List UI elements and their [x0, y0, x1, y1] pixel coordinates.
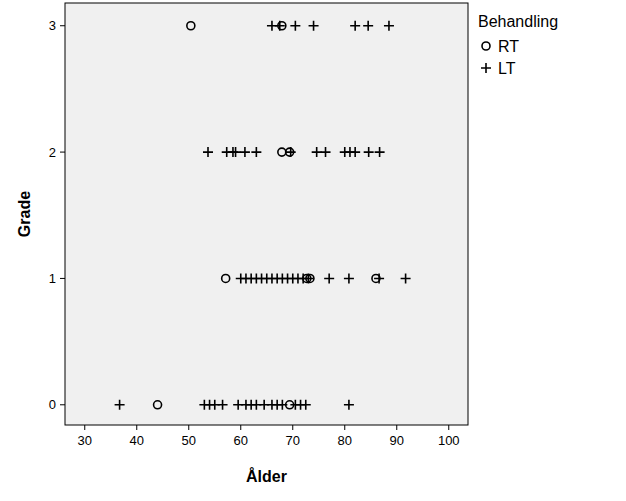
points: [115, 21, 411, 410]
point: [278, 148, 286, 156]
x-tick: [344, 425, 345, 430]
y-tick-label: 2: [49, 145, 56, 160]
point: [321, 147, 331, 157]
point: [115, 400, 125, 410]
x-tick-label: 30: [78, 433, 92, 448]
x-tick-label: 90: [390, 433, 404, 448]
point: [375, 147, 385, 157]
x-tick-label: 60: [234, 433, 248, 448]
x-tick-label: 80: [338, 433, 352, 448]
x-tick: [396, 425, 397, 430]
plot-background: [65, 3, 468, 425]
point: [384, 21, 394, 31]
point: [203, 147, 213, 157]
point: [290, 21, 300, 31]
point: [324, 273, 334, 283]
point: [251, 147, 261, 157]
x-tick: [136, 425, 137, 430]
point: [301, 400, 311, 410]
legend-marker: [481, 63, 491, 73]
y-tick: [60, 404, 65, 405]
point: [350, 147, 360, 157]
x-tick-label: 100: [438, 433, 460, 448]
point: [303, 273, 313, 283]
y-tick-label: 0: [49, 397, 56, 412]
y-tick: [60, 278, 65, 279]
x-tick: [240, 425, 241, 430]
point: [277, 400, 287, 410]
point: [350, 21, 360, 31]
x-tick: [448, 425, 449, 430]
point: [312, 147, 322, 157]
point: [344, 273, 354, 283]
legend-label: RT: [498, 38, 519, 55]
chart: 30 40 50 60 70 80 90 100 0 1 2 3 Ålder Grade Behandlin…: [0, 0, 626, 501]
point: [401, 273, 411, 283]
point: [344, 400, 354, 410]
x-axis-label: Ålder: [246, 467, 287, 485]
point: [309, 21, 319, 31]
point: [364, 147, 374, 157]
y-axis-label: Grade: [16, 191, 33, 237]
point: [218, 400, 228, 410]
point: [374, 273, 384, 283]
y-tick: [60, 152, 65, 153]
y-tick-label: 1: [49, 271, 56, 286]
point: [286, 147, 296, 157]
x-tick: [292, 425, 293, 430]
point: [187, 22, 195, 30]
legend-marker: [482, 42, 490, 50]
x-tick-label: 40: [130, 433, 144, 448]
point: [231, 147, 241, 157]
legend-label: LT: [498, 60, 516, 77]
point: [240, 147, 250, 157]
x-tick: [188, 425, 189, 430]
y-tick-label: 3: [49, 18, 56, 33]
point: [363, 21, 373, 31]
point: [154, 401, 162, 409]
plot-frame: [65, 3, 468, 425]
x-tick-label: 70: [286, 433, 300, 448]
x-tick: [84, 425, 85, 430]
point: [222, 274, 230, 282]
point: [275, 21, 285, 31]
legend-title: Behandling: [478, 13, 558, 30]
y-tick: [60, 25, 65, 26]
x-tick-label: 50: [182, 433, 196, 448]
